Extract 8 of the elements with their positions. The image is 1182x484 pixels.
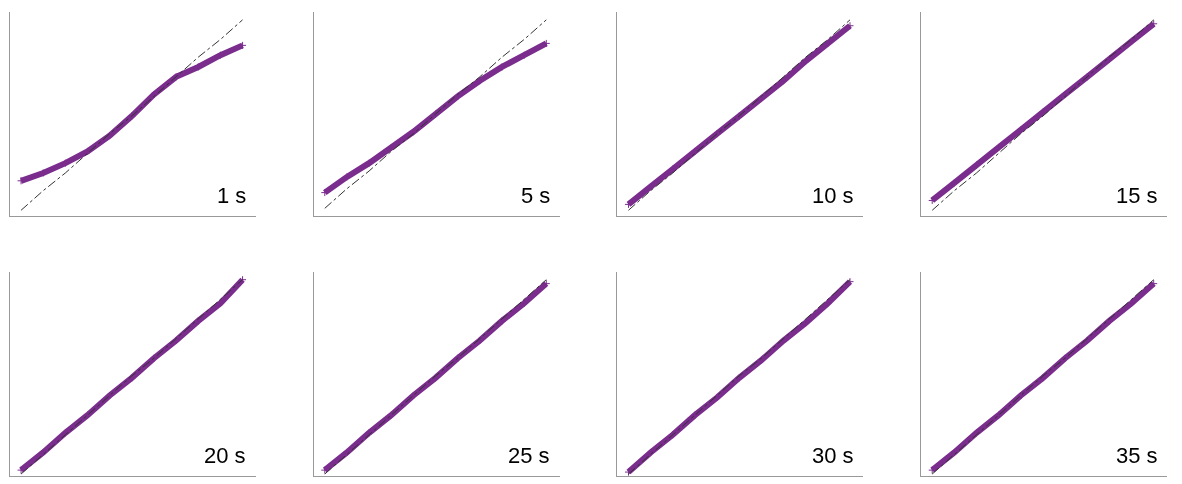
annotation: 15 s <box>1116 183 1158 208</box>
annotation: 20 s <box>204 443 246 468</box>
annotation: 25 s <box>508 443 550 468</box>
annotation: 35 s <box>1116 443 1158 468</box>
annotation: 10 s <box>812 183 854 208</box>
annotation: 30 s <box>812 443 854 468</box>
annotation: 5 s <box>521 183 551 208</box>
annotation: 1 s <box>217 183 247 208</box>
